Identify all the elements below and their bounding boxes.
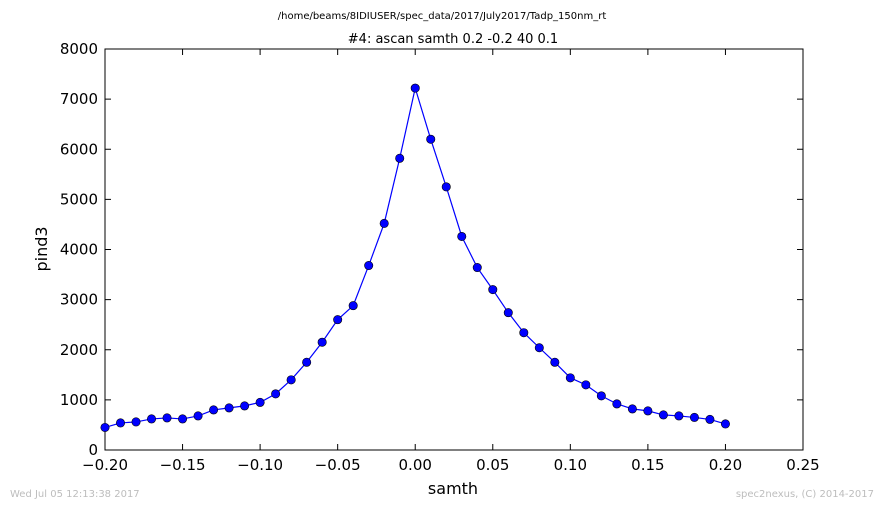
data-series — [100, 83, 730, 432]
y-tick-label: 4000 — [60, 241, 98, 259]
data-point — [147, 414, 157, 424]
y-tick-label: 1000 — [60, 391, 98, 409]
data-point — [240, 401, 250, 411]
data-point — [364, 261, 374, 271]
data-point — [162, 413, 172, 423]
data-point — [302, 357, 312, 367]
data-point — [271, 389, 281, 399]
x-ticks: −0.20 −0.15 −0.10 −0.05 0.00 0.05 0.10 0.15 0.20… — [82, 49, 820, 474]
data-point — [348, 301, 358, 311]
data-point — [488, 285, 498, 295]
data-point — [178, 414, 188, 424]
data-point — [689, 412, 699, 422]
x-tick-label: −0.10 — [237, 456, 283, 474]
data-point — [410, 83, 420, 93]
data-point — [441, 182, 451, 192]
data-point — [116, 418, 126, 428]
y-tick-label: 6000 — [60, 140, 98, 158]
chart-title: #4: ascan samth 0.2 -0.2 40 0.1 — [348, 32, 558, 47]
data-point — [550, 357, 560, 367]
data-point — [286, 375, 296, 385]
y-tick-label: 5000 — [60, 190, 98, 208]
data-point — [627, 404, 637, 414]
x-tick-label: 0.15 — [631, 456, 664, 474]
data-point — [131, 417, 141, 427]
data-point — [674, 411, 684, 421]
data-point — [643, 406, 653, 416]
data-point — [658, 410, 668, 420]
y-tick-label: 7000 — [60, 90, 98, 108]
x-tick-label: 0.10 — [554, 456, 587, 474]
y-tick-label: 8000 — [60, 40, 98, 58]
x-axis-label: samth — [428, 479, 478, 498]
x-tick-label: 0.20 — [709, 456, 742, 474]
x-tick-label: −0.05 — [315, 456, 361, 474]
plot-frame — [104, 48, 804, 451]
x-tick-label: 0.25 — [786, 456, 819, 474]
y-tick-label: 0 — [88, 441, 98, 459]
data-point — [224, 403, 234, 413]
x-tick-label: −0.15 — [160, 456, 206, 474]
y-tick-label: 2000 — [60, 341, 98, 359]
data-point — [255, 397, 265, 407]
data-point — [426, 134, 436, 144]
figure-suptitle: /home/beams/8IDIUSER/spec_data/2017/July… — [278, 11, 607, 22]
x-tick-label: 0.00 — [399, 456, 432, 474]
x-tick-label: 0.05 — [476, 456, 509, 474]
data-point — [193, 411, 203, 421]
data-point — [503, 308, 513, 318]
y-tick-label: 3000 — [60, 291, 98, 309]
data-point — [457, 231, 467, 241]
data-point — [395, 153, 405, 163]
data-point — [565, 373, 575, 383]
data-point — [519, 328, 529, 338]
data-point — [720, 419, 730, 429]
data-point — [705, 414, 715, 424]
footer-timestamp: Wed Jul 05 12:13:38 2017 — [10, 489, 140, 500]
data-point — [379, 218, 389, 228]
data-point — [472, 263, 482, 273]
data-point — [333, 315, 343, 325]
data-point — [596, 391, 606, 401]
y-axis-label: pind3 — [32, 226, 51, 271]
data-point — [612, 399, 622, 409]
data-point — [317, 337, 327, 347]
data-point — [581, 380, 591, 390]
x-tick-label: −0.20 — [82, 456, 128, 474]
y-ticks: 0 1000 2000 3000 4000 5000 6000 7000 8000 — [60, 40, 803, 459]
plot-area: −0.20 −0.15 −0.10 −0.05 0.00 0.05 0.10 0.15 0.20… — [60, 40, 820, 474]
data-point — [534, 343, 544, 353]
data-point — [209, 405, 219, 415]
footer-credit: spec2nexus, (C) 2014-2017 — [736, 489, 874, 500]
data-point — [100, 422, 110, 432]
